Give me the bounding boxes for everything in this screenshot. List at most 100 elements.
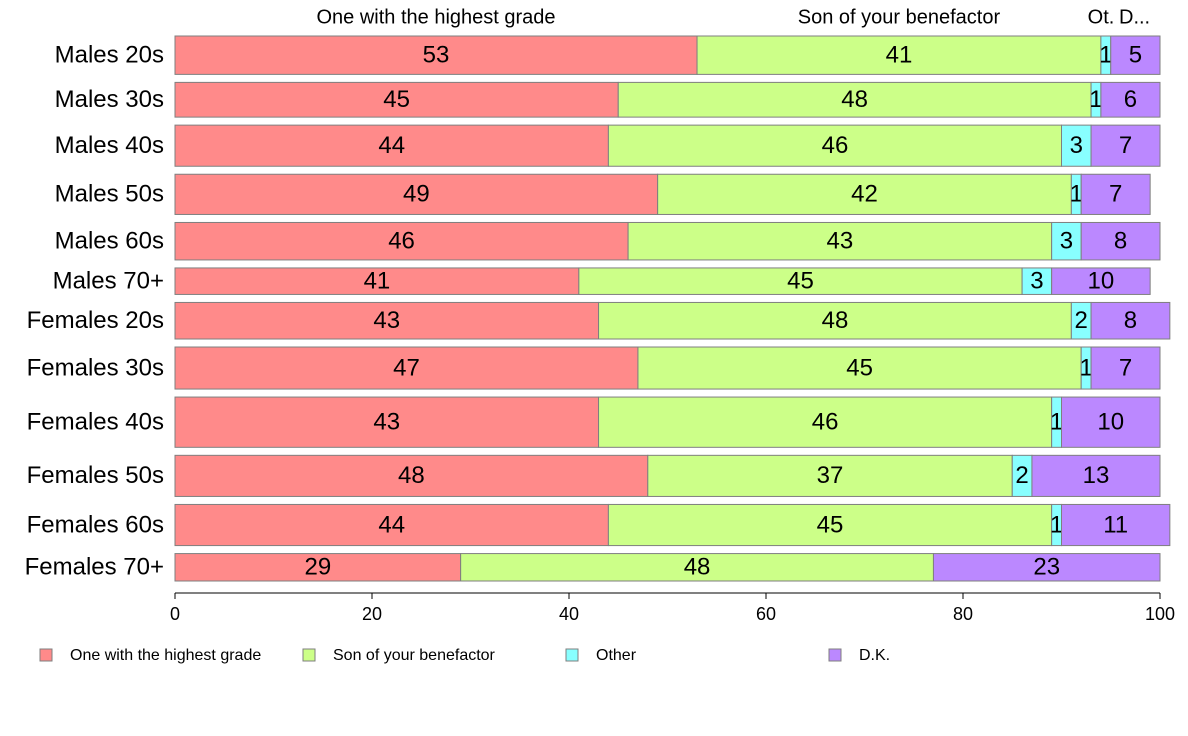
- data-label: 3: [1070, 132, 1083, 159]
- data-label: 43: [373, 409, 400, 436]
- data-label: 1: [1089, 86, 1102, 113]
- bar-segment: [1090, 301, 1171, 340]
- data-label: 53: [423, 42, 450, 69]
- data-label: 1: [1099, 42, 1112, 69]
- category-label: Females 40s: [27, 409, 164, 436]
- bar-segment: [1110, 35, 1161, 75]
- data-label: 42: [851, 181, 878, 208]
- bar-segment: [578, 267, 1023, 295]
- legend-label: Other: [596, 647, 637, 664]
- bar-segment: [1051, 267, 1151, 295]
- data-label: 5: [1129, 42, 1142, 69]
- data-label: 43: [827, 228, 854, 255]
- data-label: 45: [846, 354, 873, 381]
- bar-segment: [1090, 346, 1161, 390]
- data-label: 6: [1124, 86, 1137, 113]
- bar-segment: [607, 503, 1053, 547]
- bar-segment: [1061, 396, 1161, 448]
- legend-swatch: [565, 648, 579, 662]
- bar-segment: [932, 553, 1161, 582]
- bar-segment: [657, 173, 1072, 215]
- data-label: 11: [1103, 511, 1128, 538]
- bar-segment: [637, 346, 1082, 390]
- legend-label: D.K.: [859, 647, 890, 664]
- bar-segment: [174, 346, 639, 390]
- bar-segment: [1021, 267, 1053, 295]
- data-label: 7: [1119, 354, 1132, 381]
- data-label: 10: [1097, 409, 1124, 436]
- data-label: 49: [403, 181, 430, 208]
- data-label: 29: [304, 554, 331, 581]
- column-header: Ot.: [1088, 6, 1115, 28]
- column-header: Son of your benefactor: [798, 6, 1001, 28]
- data-label: 3: [1060, 228, 1073, 255]
- row-labels: Males 20s Males 30s Males 40s Males 50s Male…: [25, 42, 164, 581]
- x-tick-label: 40: [559, 604, 579, 624]
- data-label: 3: [1030, 268, 1043, 295]
- data-label: 45: [787, 268, 814, 295]
- category-label: Males 30s: [55, 86, 164, 113]
- category-label: Males 20s: [55, 42, 164, 69]
- x-tick-label: 100: [1145, 604, 1175, 624]
- category-label: Females 70+: [25, 554, 164, 581]
- category-label: Females 30s: [27, 354, 164, 381]
- column-header: D...: [1119, 6, 1150, 28]
- bar-segment: [647, 454, 1013, 497]
- bar-segment: [598, 396, 1053, 448]
- legend-label: Son of your benefactor: [333, 647, 496, 664]
- data-label: 2: [1015, 462, 1028, 489]
- category-label: Males 40s: [55, 132, 164, 159]
- x-tick-label: 20: [362, 604, 382, 624]
- legend-label: One with the highest grade: [70, 647, 261, 664]
- data-label: 44: [378, 132, 405, 159]
- bar-segment: [174, 267, 580, 295]
- bar-segment: [1080, 173, 1151, 215]
- data-label: 1: [1070, 181, 1083, 208]
- data-label: 46: [388, 228, 415, 255]
- x-axis: 0 20 40 60 80 100: [170, 592, 1175, 624]
- data-label: 46: [812, 409, 839, 436]
- bar-segment: [1080, 221, 1161, 261]
- data-label: 23: [1033, 554, 1060, 581]
- data-label: 1: [1050, 409, 1063, 436]
- data-label: 45: [817, 511, 844, 538]
- legend-swatch: [828, 648, 842, 662]
- legend-swatch: [39, 648, 53, 662]
- x-tick-label: 0: [170, 604, 180, 624]
- category-label: Females 60s: [27, 511, 164, 538]
- category-label: Females 20s: [27, 307, 164, 334]
- data-label: 10: [1088, 268, 1115, 295]
- bar-segment: [174, 35, 698, 75]
- data-label: 48: [841, 86, 868, 113]
- data-label: 47: [393, 354, 420, 381]
- bar-segment: [607, 124, 1063, 167]
- column-headers: One with the highest grade Son of your be…: [317, 6, 1151, 28]
- category-label: Females 50s: [27, 462, 164, 489]
- data-label: 41: [364, 268, 391, 295]
- data-label: 1: [1050, 511, 1063, 538]
- data-label: 8: [1124, 307, 1137, 334]
- bar-segment: [1051, 221, 1082, 261]
- bar-segment: [174, 396, 600, 448]
- data-label: 1: [1079, 354, 1092, 381]
- bar-segment: [1100, 81, 1161, 118]
- data-label: 13: [1083, 462, 1110, 489]
- data-label: 48: [398, 462, 425, 489]
- data-label: 48: [822, 307, 849, 334]
- data-label: 46: [822, 132, 849, 159]
- x-tick-label: 80: [953, 604, 973, 624]
- data-label: 7: [1109, 181, 1122, 208]
- bar-segment: [174, 124, 609, 167]
- legend-swatch: [302, 648, 316, 662]
- bar-segment: [1061, 503, 1171, 547]
- bar-segment: [627, 221, 1053, 261]
- bar-segment: [1031, 454, 1161, 497]
- column-header: One with the highest grade: [317, 6, 556, 28]
- data-label: 44: [378, 511, 405, 538]
- data-label: 43: [373, 307, 400, 334]
- bar-segment: [174, 173, 659, 215]
- data-label: 41: [886, 42, 913, 69]
- x-tick-label: 60: [756, 604, 776, 624]
